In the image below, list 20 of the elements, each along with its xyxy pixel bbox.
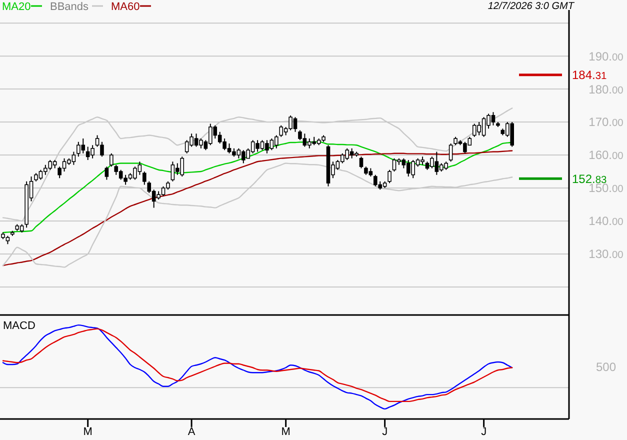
y-tick-label: 170.00 [588,115,624,130]
y-tick-label: 160.00 [588,148,624,162]
legend-label: BBands [50,1,90,13]
legend-label: MA20 [2,1,31,13]
y-tick-label: 180.00 [588,82,624,96]
candlestick [104,166,109,180]
text: 500 [596,360,616,374]
y-tick-label: 130.00 [588,247,624,262]
candlestick [496,122,500,128]
x-tick-label: J [481,426,487,438]
x-tick-label: M [281,426,290,438]
legend-label: MA60 [111,1,140,13]
x-tick-label: M [83,426,92,438]
ref-line-label: 184.31 [572,68,608,82]
annotation: 12/7/2026 3:0 GMT [488,1,575,12]
y-tick-label: 140.00 [588,214,624,228]
x-tick-label: J [382,426,388,438]
y-tick-label: 190.00 [588,49,624,64]
x-tick-label: A [188,426,196,438]
chart-title: MACD [3,320,36,332]
